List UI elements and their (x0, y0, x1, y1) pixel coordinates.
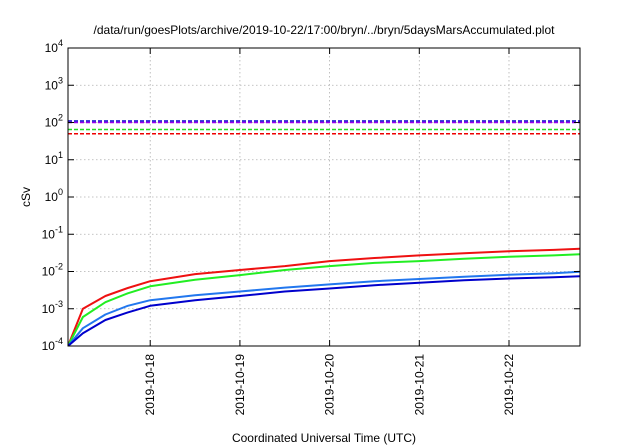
x-tick-label: 2019-10-21 (412, 354, 426, 416)
y-tick-exponent: -3 (55, 299, 63, 309)
y-tick-base: 10 (42, 227, 56, 241)
x-tick-label: 2019-10-18 (143, 354, 157, 416)
y-tick-label: 10-2 (42, 262, 63, 279)
series-line (68, 270, 580, 346)
y-axis-label: cSv (19, 187, 33, 207)
y-tick-base: 10 (42, 302, 56, 316)
y-tick-base: 10 (45, 190, 59, 204)
y-tick-exponent: 0 (58, 187, 63, 197)
y-tick-label: 104 (45, 38, 63, 55)
x-axis-label: Coordinated Universal Time (UTC) (232, 431, 416, 445)
y-tick-base: 10 (45, 78, 59, 92)
y-tick-label: 102 (45, 113, 63, 130)
y-tick-label: 101 (45, 150, 63, 167)
x-tick-label: 2019-10-20 (323, 354, 337, 416)
y-tick-label: 100 (45, 187, 63, 204)
series-lines (68, 247, 580, 346)
y-tick-base: 10 (45, 116, 59, 130)
y-tick-exponent: 3 (58, 75, 63, 85)
y-tick-exponent: 4 (58, 38, 63, 48)
x-tick-label: 2019-10-19 (233, 354, 247, 416)
grid (68, 48, 580, 346)
series-line (68, 275, 580, 346)
y-tick-base: 10 (45, 153, 59, 167)
x-tick-label: 2019-10-22 (502, 354, 516, 416)
y-tick-exponent: -2 (55, 262, 63, 272)
y-tick-exponent: 2 (58, 113, 63, 123)
y-tick-label: 10-1 (42, 224, 63, 241)
y-tick-base: 10 (42, 265, 56, 279)
x-axis-ticks: 2019-10-18 2019-10-19 2019-10-20 2019-10-21… (143, 48, 516, 415)
y-tick-label: 10-3 (42, 299, 63, 316)
chart-title: /data/run/goesPlots/archive/2019-10-22/1… (94, 23, 556, 37)
series-line (68, 247, 580, 346)
y-tick-exponent: -1 (55, 224, 63, 234)
y-tick-base: 10 (42, 339, 56, 353)
reference-lines (68, 120, 580, 135)
y-tick-base: 10 (45, 41, 59, 55)
y-tick-exponent: 1 (58, 150, 63, 160)
y-tick-label: 10-4 (42, 336, 63, 353)
y-tick-label: 103 (45, 75, 63, 92)
y-tick-exponent: -4 (55, 336, 63, 346)
series-line (68, 253, 580, 346)
